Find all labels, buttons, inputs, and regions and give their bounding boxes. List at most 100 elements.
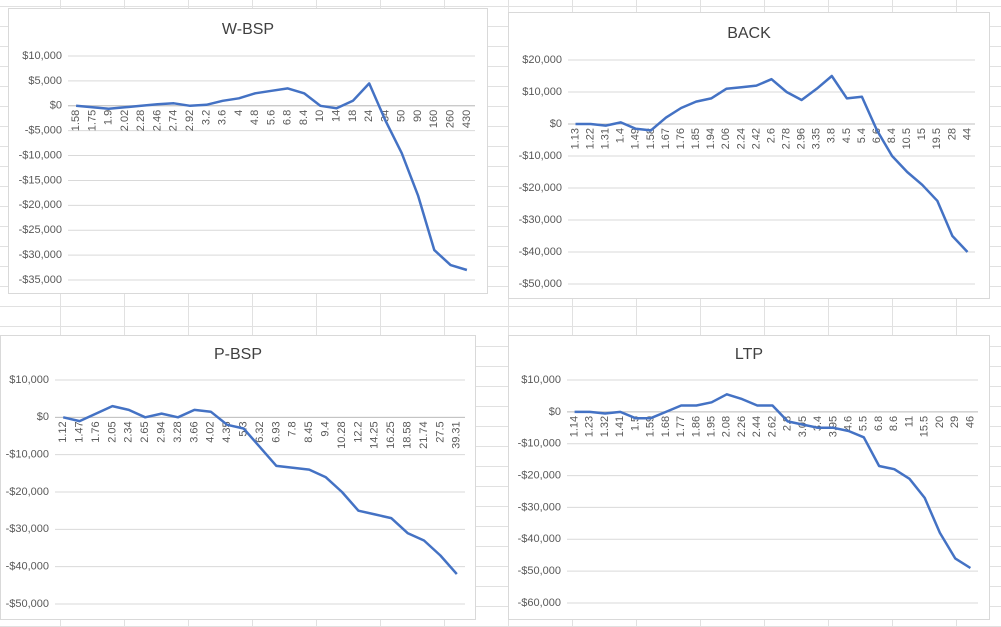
x-tick-label: 430 xyxy=(461,110,473,128)
x-tick-label: 28 xyxy=(946,128,958,140)
x-tick-label: 3.6 xyxy=(217,110,229,125)
x-tick-label: 29 xyxy=(949,416,961,428)
x-tick-label: 18 xyxy=(347,110,359,122)
x-tick-label: 15.5 xyxy=(919,416,931,437)
y-tick-label: -$40,000 xyxy=(518,533,561,545)
x-tick-label: 14 xyxy=(331,110,343,122)
x-tick-label: 10.28 xyxy=(336,421,348,449)
x-tick-label: 1.9 xyxy=(103,110,115,125)
x-tick-label: 2.74 xyxy=(168,110,180,131)
x-tick-label: 2.34 xyxy=(123,421,135,442)
y-tick-label: -$30,000 xyxy=(519,214,562,226)
x-tick-label: 90 xyxy=(412,110,424,122)
x-tick-label: 1.94 xyxy=(705,128,717,149)
x-tick-label: 15 xyxy=(916,128,928,140)
data-line xyxy=(75,82,468,272)
x-tick-label: 6.8 xyxy=(873,416,885,431)
x-tick-label: 1.14 xyxy=(569,416,581,437)
x-tick-label: 5.4 xyxy=(856,128,868,143)
x-tick-label: 2.06 xyxy=(720,128,732,149)
chart-p-bsp: P-BSP $10,000 $0 -$10,000 -$20,000 -$30,000 -$… xyxy=(0,335,476,620)
y-tick-label: -$10,000 xyxy=(19,149,62,161)
x-tick-label: 3.2 xyxy=(200,110,212,125)
x-tick-label: 2.46 xyxy=(151,110,163,131)
y-tick-label: -$20,000 xyxy=(6,486,49,498)
x-tick-label: 46 xyxy=(964,416,976,428)
x-tick-label: 2.02 xyxy=(119,110,131,131)
y-tick-label: $0 xyxy=(550,118,562,130)
x-tick-label: 2.96 xyxy=(796,128,808,149)
x-tick-label: 11 xyxy=(903,416,915,427)
x-tick-label: 2.62 xyxy=(766,416,778,437)
chart-border xyxy=(508,335,990,620)
x-tick-label: 16.25 xyxy=(385,421,397,449)
x-tick-label: 14.25 xyxy=(369,421,381,449)
y-tick-label: -$60,000 xyxy=(518,597,561,609)
x-tick-label: 2.78 xyxy=(780,128,792,149)
x-tick-label: 27.5 xyxy=(434,421,446,442)
y-tick-label: -$15,000 xyxy=(19,174,62,186)
y-tick-label: $0 xyxy=(549,406,561,418)
x-tick-label: 160 xyxy=(428,110,440,128)
y-tick-label: -$20,000 xyxy=(19,199,62,211)
x-tick-label: 20 xyxy=(934,416,946,428)
x-tick-label: 6.32 xyxy=(254,421,266,442)
x-tick-label: 6.8 xyxy=(282,110,294,125)
y-tick-label: $0 xyxy=(50,100,62,112)
x-tick-label: 1.77 xyxy=(675,416,687,437)
x-tick-label: 1.47 xyxy=(74,421,86,442)
data-line xyxy=(574,393,972,570)
x-tick-label: 1.4 xyxy=(615,128,627,143)
x-tick-label: 12.2 xyxy=(352,421,364,442)
y-tick-label: -$50,000 xyxy=(6,598,49,610)
x-tick-label: 1.41 xyxy=(614,416,626,437)
y-tick-label: -$5,000 xyxy=(25,125,62,137)
x-tick-label: 6.93 xyxy=(270,421,282,442)
y-tick-label: $5,000 xyxy=(28,75,62,87)
y-tick-label: $20,000 xyxy=(522,54,562,66)
x-tick-label: 3.28 xyxy=(172,421,184,442)
x-tick-label: 2.42 xyxy=(750,128,762,149)
x-tick-label: 18.58 xyxy=(402,421,414,449)
x-tick-label: 1.86 xyxy=(690,416,702,437)
x-tick-label: 9.4 xyxy=(320,421,332,436)
x-tick-label: 1.59 xyxy=(645,416,657,437)
y-tick-label: $10,000 xyxy=(22,50,62,62)
x-tick-label: 8.4 xyxy=(886,128,898,143)
chart-title: W-BSP xyxy=(222,21,274,38)
y-tick-label: -$40,000 xyxy=(6,561,49,573)
x-tick-label: 1.49 xyxy=(630,128,642,149)
y-tick-label: -$30,000 xyxy=(6,523,49,535)
x-tick-label: 10.5 xyxy=(901,128,913,149)
x-tick-label: 10 xyxy=(314,110,326,122)
x-tick-label: 5.6 xyxy=(265,110,277,125)
x-tick-label: 1.68 xyxy=(660,416,672,437)
x-tick-label: 1.23 xyxy=(584,416,596,437)
x-tick-label: 3.05 xyxy=(797,416,809,437)
x-tick-label: 1.32 xyxy=(599,416,611,437)
x-tick-label: 8.4 xyxy=(298,110,310,125)
x-tick-label: 2.44 xyxy=(751,416,763,437)
y-tick-label: $10,000 xyxy=(9,374,49,386)
x-tick-label: 8.45 xyxy=(303,421,315,442)
x-tick-label: 2.65 xyxy=(139,421,151,442)
x-tick-label: 2.92 xyxy=(184,110,196,131)
x-tick-label: 2.28 xyxy=(135,110,147,131)
y-tick-label: -$50,000 xyxy=(519,278,562,290)
chart-border xyxy=(0,335,476,620)
data-line xyxy=(62,404,458,575)
x-tick-label: 39.31 xyxy=(451,421,463,449)
x-tick-label: 19.5 xyxy=(931,128,943,149)
y-tick-label: $10,000 xyxy=(522,86,562,98)
x-tick-label: 1.12 xyxy=(57,421,69,442)
data-line xyxy=(575,74,969,253)
y-tick-label: -$30,000 xyxy=(518,501,561,513)
x-tick-label: 1.67 xyxy=(660,128,672,149)
x-tick-label: 24 xyxy=(363,110,375,122)
x-tick-label: 7.8 xyxy=(287,421,299,436)
y-tick-label: -$40,000 xyxy=(519,246,562,258)
x-tick-label: 1.22 xyxy=(585,128,597,149)
x-tick-label: 1.85 xyxy=(690,128,702,149)
x-tick-label: 1.58 xyxy=(645,128,657,149)
